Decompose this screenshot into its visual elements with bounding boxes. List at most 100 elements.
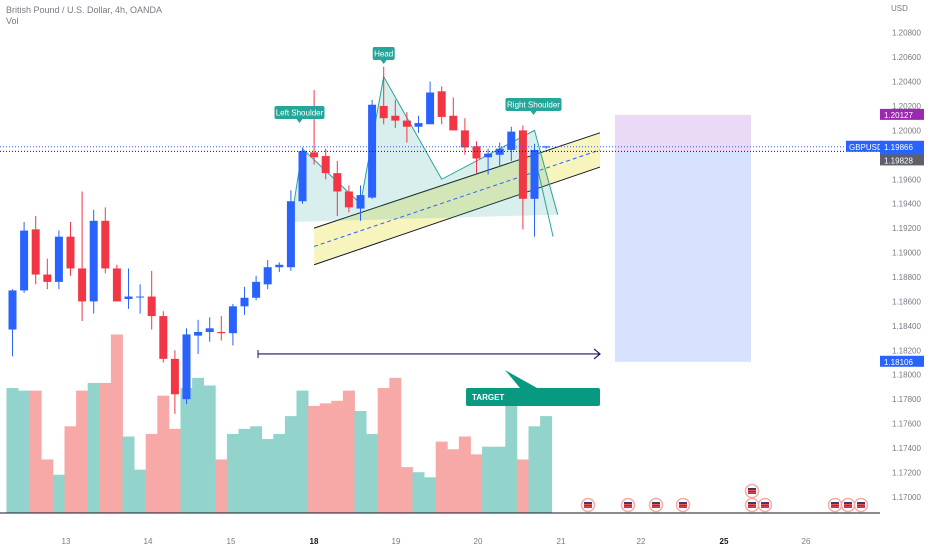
economic-event-icon[interactable] xyxy=(620,497,636,513)
economic-event-icon[interactable] xyxy=(827,497,843,513)
candles[interactable] xyxy=(8,66,551,414)
economic-event-icon[interactable] xyxy=(853,497,869,513)
flag-icon-stripe xyxy=(844,506,852,508)
volume-bar xyxy=(110,334,123,513)
economic-event-icon[interactable] xyxy=(744,483,760,499)
candle[interactable] xyxy=(194,319,203,354)
candle-body xyxy=(66,236,75,269)
candle[interactable] xyxy=(182,328,191,405)
price-axis-tick: 1.17400 xyxy=(892,444,921,453)
economic-event-icon[interactable] xyxy=(580,497,596,513)
candle-body xyxy=(124,296,133,299)
candle[interactable] xyxy=(321,148,330,180)
rising-channel xyxy=(314,132,600,265)
candle[interactable] xyxy=(449,97,458,131)
volume-bar xyxy=(482,446,495,513)
target-price-badge[interactable]: 1.18106 xyxy=(880,355,924,367)
candle[interactable] xyxy=(530,143,539,237)
time-axis-tick: 13 xyxy=(62,537,71,546)
time-axis-tick: 15 xyxy=(227,537,236,546)
economic-event-icon[interactable] xyxy=(675,497,691,513)
left-shoulder-label[interactable]: Left Shoulder xyxy=(274,106,325,123)
volume-bar xyxy=(493,446,506,513)
target-price-badge-text: 1.18106 xyxy=(884,358,913,367)
candle[interactable] xyxy=(31,215,40,285)
candle[interactable] xyxy=(518,125,527,230)
candle-body xyxy=(321,156,330,174)
candle[interactable] xyxy=(298,147,307,204)
economic-event-icon[interactable] xyxy=(648,497,664,513)
time-axis-tick: 20 xyxy=(474,537,483,546)
economic-event-icon[interactable] xyxy=(840,497,856,513)
candle[interactable] xyxy=(402,112,411,143)
candle[interactable] xyxy=(147,270,156,330)
right-shoulder-label-pointer xyxy=(530,111,537,115)
candle[interactable] xyxy=(472,141,481,174)
right-shoulder-label[interactable]: Right Shoulder xyxy=(505,98,562,115)
candle[interactable] xyxy=(217,316,226,341)
volume-bar xyxy=(203,385,216,513)
candle[interactable] xyxy=(20,222,29,293)
candle-body xyxy=(275,264,284,268)
candle[interactable] xyxy=(460,118,469,155)
candle[interactable] xyxy=(205,317,214,342)
candle-body xyxy=(402,120,411,127)
price-axis-tick: 1.17600 xyxy=(892,420,921,429)
volume-bar xyxy=(458,436,471,513)
candle[interactable] xyxy=(43,258,52,290)
time-axis-tick: 21 xyxy=(557,537,566,546)
economic-event-icon[interactable] xyxy=(757,497,773,513)
candle[interactable] xyxy=(8,289,17,357)
candle[interactable] xyxy=(240,286,249,315)
candle[interactable] xyxy=(344,185,353,213)
candle-body xyxy=(182,334,191,400)
target-callout[interactable]: TARGET xyxy=(466,370,600,406)
head-label[interactable]: Head xyxy=(372,47,395,64)
time-axis-tick: 14 xyxy=(144,537,153,546)
candle[interactable] xyxy=(136,284,145,314)
candle[interactable] xyxy=(78,191,87,321)
price-axis[interactable]: USD 1.20800 1.20600 1.20400 1.20200 1.20000 1.… xyxy=(846,4,924,502)
candle[interactable] xyxy=(159,311,168,363)
candle-body xyxy=(252,281,261,298)
candle[interactable] xyxy=(310,90,319,165)
candle[interactable] xyxy=(112,264,121,302)
entry-price-badge[interactable]: 1.19828 xyxy=(880,154,924,166)
candle[interactable] xyxy=(495,142,504,168)
candle[interactable] xyxy=(228,303,237,346)
time-axis[interactable]: 13 14 15 18 19 20 21 22 25 26 xyxy=(62,537,811,546)
economic-event-icons[interactable] xyxy=(580,483,869,513)
volume-bar xyxy=(366,433,379,513)
candle[interactable] xyxy=(101,207,110,274)
candle[interactable] xyxy=(484,148,493,175)
annotation-labels[interactable]: Left Shoulder Head Right Shoulder TARGET xyxy=(274,47,601,406)
stop-price-badge[interactable]: 1.20127 xyxy=(880,108,924,120)
candle[interactable] xyxy=(379,66,388,125)
candle[interactable] xyxy=(368,99,377,199)
candle-body xyxy=(240,297,249,307)
candle-body xyxy=(54,236,63,282)
candle[interactable] xyxy=(356,185,365,221)
candle[interactable] xyxy=(426,81,435,125)
candle[interactable] xyxy=(286,190,295,271)
candle[interactable] xyxy=(170,350,179,414)
head-label-bg xyxy=(372,47,395,60)
candle[interactable] xyxy=(275,262,284,273)
candle[interactable] xyxy=(414,115,423,133)
candle[interactable] xyxy=(252,275,261,301)
target-callout-pointer xyxy=(505,370,537,388)
candle[interactable] xyxy=(124,268,133,309)
candle[interactable] xyxy=(437,86,446,125)
candle-body xyxy=(391,115,400,121)
candle[interactable] xyxy=(391,99,400,128)
economic-event-icon[interactable] xyxy=(744,497,760,513)
candle-body xyxy=(484,153,493,158)
candle[interactable] xyxy=(54,230,63,290)
candle[interactable] xyxy=(66,222,75,276)
candle[interactable] xyxy=(89,209,98,314)
candle[interactable] xyxy=(507,126,516,161)
annotation-lines xyxy=(0,146,880,514)
candle[interactable] xyxy=(333,160,342,216)
candle[interactable] xyxy=(263,259,272,290)
